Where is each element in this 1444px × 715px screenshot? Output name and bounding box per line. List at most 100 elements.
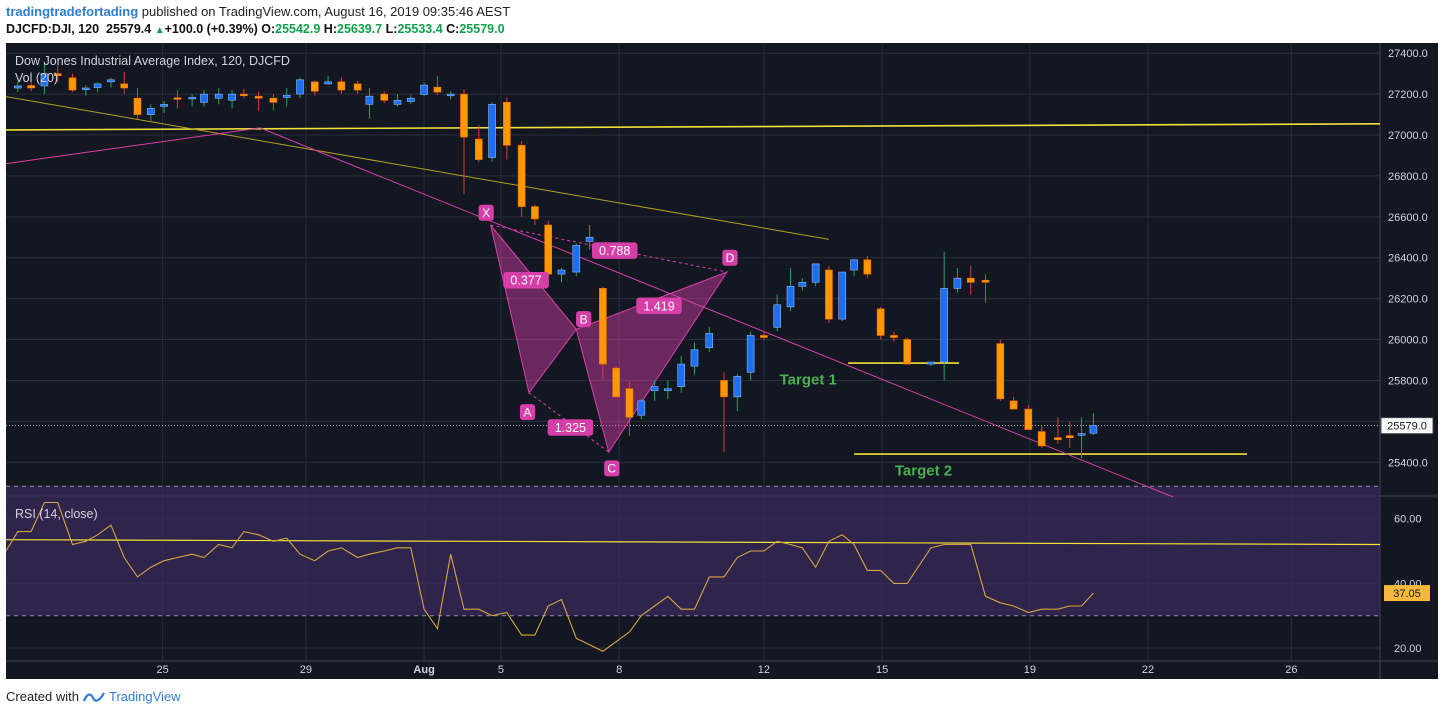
candle: [254, 91, 263, 111]
candle: [240, 88, 248, 99]
candle-body: [1077, 433, 1086, 436]
candle: [27, 82, 35, 92]
candle-body: [337, 81, 346, 91]
candle-body: [365, 95, 374, 105]
candle: [786, 267, 795, 311]
candle-body: [825, 269, 833, 320]
candle-body: [650, 386, 659, 391]
price-chart[interactable]: X A B C D 0.377 0.788 1.419 1.325 Target 1 Target …: [5, 43, 1438, 679]
candle-body: [612, 367, 620, 398]
pattern-point-label-bg: [478, 204, 494, 221]
candle-body: [93, 83, 102, 88]
candle: [107, 77, 115, 88]
candle: [996, 339, 1005, 401]
ohlc-summary: DJCFD:DJI, 120 25579.4 ▲+100.0 (+0.39%) …: [6, 22, 505, 36]
candle-body: [107, 79, 115, 83]
candle: [446, 91, 455, 100]
candle-body: [625, 388, 634, 418]
candle-body: [557, 269, 566, 275]
candle-body: [81, 87, 90, 90]
rsi-value-badge-text: 37.05: [1393, 588, 1421, 600]
candle: [690, 342, 699, 375]
candle: [981, 274, 990, 303]
candle: [746, 331, 755, 381]
date-tick-label: 22: [1142, 664, 1154, 676]
candle-body: [353, 83, 362, 91]
published-text: published on TradingView.com, August 16,…: [141, 4, 511, 19]
chart-title: Dow Jones Industrial Average Index, 120,…: [15, 54, 290, 68]
high-value: 25639.7: [337, 22, 383, 36]
pattern-point-label-text: A: [524, 405, 532, 419]
candle-body: [173, 97, 182, 100]
close-value: 25579.0: [459, 22, 505, 36]
candle: [1009, 396, 1018, 410]
candle-body: [160, 104, 168, 107]
candle: [940, 251, 948, 381]
horizontal-line: [5, 122, 1381, 131]
target-label: Target 1: [780, 372, 837, 389]
pattern-ratio-label-bg: [547, 419, 594, 436]
candle-body: [14, 85, 22, 89]
candle-body: [420, 84, 428, 95]
pattern-ratio-label-text: 0.377: [510, 274, 541, 288]
price-tick-label: 25800.0: [1388, 375, 1428, 387]
candle: [572, 243, 581, 277]
pattern-ratio-label-bg: [503, 271, 549, 289]
date-tick-label: 25: [156, 664, 168, 676]
candle-body: [1065, 435, 1074, 439]
candle-body: [720, 380, 728, 398]
candle-body: [254, 95, 263, 99]
candle: [214, 87, 223, 105]
last-price-badge-text: 25579.0: [1387, 421, 1427, 433]
pattern-ratio-label-text: 1.325: [555, 421, 586, 435]
chart-container[interactable]: X A B C D 0.377 0.788 1.419 1.325 Target 1 Target …: [5, 43, 1438, 679]
candle: [585, 225, 594, 250]
candle-body: [282, 95, 291, 98]
candle: [760, 332, 768, 340]
rsi-band-fill: [6, 486, 1380, 616]
candle: [353, 81, 362, 95]
price-tick-label: 27400.0: [1388, 48, 1428, 60]
pattern-ratio-label: 1.419: [636, 297, 682, 315]
pattern-point-label: X: [478, 204, 494, 221]
candle-body: [460, 93, 468, 138]
symbol-label: DJCFD:DJI, 120: [6, 22, 100, 36]
candle: [460, 89, 468, 195]
pattern-labels: X A B C D 0.377 0.788 1.419 1.325 Target 1 Target …: [478, 204, 952, 480]
drawings[interactable]: [5, 96, 1381, 546]
candle: [324, 75, 332, 85]
pattern-point-label-bg: [722, 249, 738, 266]
tradingview-brand[interactable]: TradingView: [108, 689, 181, 704]
candle-body: [446, 93, 455, 97]
candle: [1089, 413, 1098, 436]
close-label: C:: [446, 22, 460, 36]
candle: [953, 267, 962, 293]
pattern-point-label-text: X: [482, 206, 490, 220]
date-tick-label: 19: [1024, 664, 1036, 676]
candle-body: [146, 108, 155, 115]
price-tick-label: 26600.0: [1388, 212, 1428, 224]
pattern-point-label-bg: [576, 311, 592, 328]
candle-body: [953, 277, 962, 289]
rsi-trend-line: [5, 539, 1381, 546]
candle-body: [996, 343, 1005, 400]
candle-body: [380, 93, 389, 101]
candle-body: [811, 263, 820, 283]
rsi-series: [5, 501, 1094, 652]
candle-body: [296, 79, 304, 95]
candle-body: [120, 83, 128, 89]
candle: [14, 81, 22, 93]
rsi-line: [5, 501, 1094, 652]
last-price-badge: 25579.0: [1380, 417, 1434, 435]
pattern-ratio-label: 0.377: [503, 271, 549, 289]
candle-body: [637, 400, 646, 416]
candle: [850, 259, 858, 277]
rsi-legend: RSI (14, close): [15, 507, 98, 521]
candle-body: [1037, 431, 1046, 447]
author-link[interactable]: tradingtradefortading: [6, 4, 139, 19]
candle-body: [863, 259, 872, 275]
pattern-ratio-label: 0.788: [591, 242, 638, 259]
axes: 25400.025600.025800.026000.026200.026400…: [156, 48, 1434, 676]
candle: [531, 204, 539, 226]
candle: [664, 380, 672, 399]
